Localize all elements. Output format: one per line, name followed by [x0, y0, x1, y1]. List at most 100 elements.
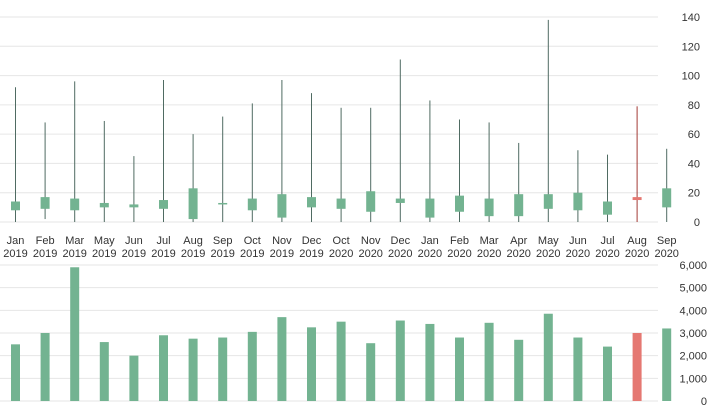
volume-bar: [159, 335, 168, 401]
x-tick-month-label: Aug: [627, 235, 647, 247]
volume-bar: [277, 317, 287, 401]
candle-body: [188, 188, 198, 220]
price-y-tick-label: 0: [694, 217, 700, 229]
candlestick: [99, 120, 109, 222]
x-tick-month-label: Sep: [657, 235, 677, 247]
x-tick-year-label: 2019: [240, 248, 264, 260]
x-tick-month-label: Dec: [391, 235, 411, 247]
x-tick-year-label: 2019: [122, 248, 146, 260]
candle-body: [514, 194, 524, 217]
x-tick-month-label: Jul: [156, 235, 170, 247]
volume-y-tick-label: 0: [701, 396, 707, 408]
volume-bar: [247, 331, 257, 401]
candle-body: [159, 200, 168, 209]
price-y-tick-label: 60: [688, 129, 700, 141]
x-tick-year-label: 2020: [625, 248, 649, 260]
x-tick-month-label: Jul: [600, 235, 614, 247]
candlestick: [543, 19, 553, 222]
candle-body: [40, 197, 50, 209]
x-tick-month-label: May: [538, 235, 559, 247]
candlestick: [70, 81, 80, 222]
price-y-tick-label: 80: [688, 100, 700, 112]
volume-bar: [484, 322, 494, 401]
volume-bar: [218, 337, 228, 401]
x-tick-year-label: 2020: [388, 248, 412, 260]
x-tick-year-label: 2019: [33, 248, 57, 260]
volume-bar: [573, 337, 583, 401]
candlestick: [11, 87, 20, 222]
volume-bar: [188, 338, 198, 401]
x-tick-year-label: 2020: [447, 248, 471, 260]
volume-bar: [366, 343, 376, 401]
x-tick-month-label: Mar: [65, 235, 84, 247]
volume-bar: [99, 342, 109, 401]
x-tick-year-label: 2019: [210, 248, 234, 260]
candle-body: [484, 198, 494, 217]
candlestick: [336, 107, 346, 222]
x-axis-labels: Jan2019Feb2019Mar2019May2019Jun2019Jul20…: [3, 235, 679, 260]
candlestick: [188, 134, 198, 222]
x-tick-year-label: 2019: [181, 248, 205, 260]
candlestick: [159, 79, 168, 222]
volume-y-tick-label: 1,000: [679, 373, 707, 385]
x-tick-month-label: Oct: [333, 235, 350, 247]
volume-bar: [543, 313, 553, 401]
candle-body: [218, 202, 228, 205]
x-tick-year-label: 2019: [299, 248, 323, 260]
candlestick: [395, 59, 405, 222]
x-tick-month-label: Nov: [272, 235, 292, 247]
x-tick-month-label: Jan: [421, 235, 439, 247]
x-tick-year-label: 2020: [654, 248, 678, 260]
candlestick: [573, 150, 583, 222]
candle-body: [543, 194, 553, 209]
candle-body: [395, 198, 405, 203]
volume-y-tick-label: 5,000: [679, 283, 707, 295]
x-tick-month-label: Nov: [361, 235, 381, 247]
volume-bar: [455, 337, 464, 401]
candle-body: [99, 202, 109, 208]
volume-bar: [11, 344, 20, 401]
volume-panel: 0 1,000 2,000 3,000 4,000 5,000 6,000: [0, 260, 707, 408]
price-y-tick-label: 100: [682, 71, 700, 83]
volume-bar: [603, 346, 612, 401]
volume-bar: [395, 320, 405, 401]
x-tick-month-label: Oct: [244, 235, 261, 247]
x-tick-year-label: 2020: [477, 248, 501, 260]
candlestick: [366, 107, 376, 222]
x-tick-month-label: Jun: [569, 235, 587, 247]
candle-body: [277, 194, 287, 218]
candlestick: [632, 106, 642, 222]
x-tick-month-label: Dec: [302, 235, 322, 247]
volume-bar: [129, 355, 139, 401]
candlestick: [484, 122, 494, 222]
candlestick: [425, 100, 435, 222]
x-tick-year-label: 2019: [92, 248, 116, 260]
candlestick: [514, 142, 524, 222]
candle-body: [70, 198, 80, 211]
x-tick-month-label: Jun: [125, 235, 143, 247]
x-tick-month-label: Sep: [213, 235, 233, 247]
candle-body: [366, 191, 376, 212]
x-tick-month-label: Apr: [510, 235, 527, 247]
candle-body: [425, 198, 435, 218]
volume-bar: [40, 333, 50, 401]
candle-body: [11, 201, 20, 211]
candlestick: [247, 103, 257, 222]
candle-body: [307, 197, 316, 208]
volume-bar: [70, 267, 80, 401]
volume-y-tick-label: 3,000: [679, 328, 707, 340]
price-panel: 0 20 40 60 80 100 120 140: [0, 12, 700, 229]
candle-body: [573, 192, 583, 211]
x-tick-year-label: 2020: [329, 248, 353, 260]
x-tick-year-label: 2019: [62, 248, 86, 260]
x-tick-year-label: 2020: [536, 248, 560, 260]
candlestick: [455, 119, 464, 222]
price-y-tick-label: 120: [682, 41, 700, 53]
volume-bar: [514, 339, 524, 401]
x-tick-month-label: Jan: [7, 235, 25, 247]
candlestick: [662, 148, 672, 222]
candle-body: [247, 198, 257, 211]
candlestick: [307, 93, 316, 222]
x-tick-year-label: 2019: [151, 248, 175, 260]
